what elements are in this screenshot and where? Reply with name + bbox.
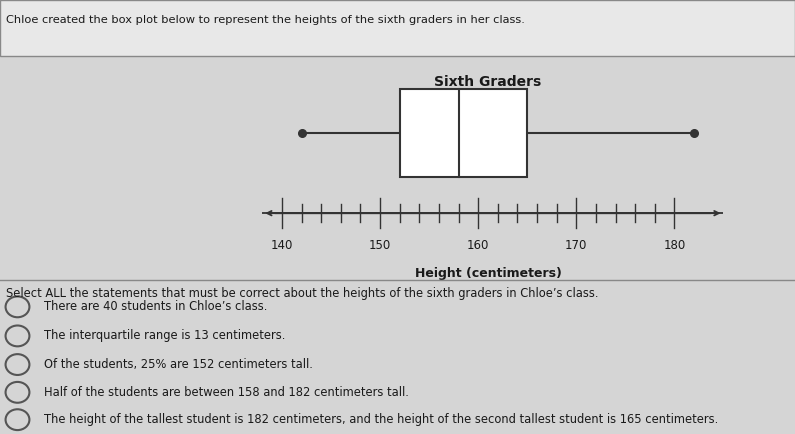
Text: Select ALL the statements that must be correct about the heights of the sixth gr: Select ALL the statements that must be c…: [6, 287, 599, 300]
Text: Of the students, 25% are 152 centimeters tall.: Of the students, 25% are 152 centimeters…: [44, 358, 312, 371]
Text: The interquartile range is 13 centimeters.: The interquartile range is 13 centimeter…: [44, 329, 285, 342]
Text: 140: 140: [271, 239, 293, 252]
Text: There are 40 students in Chloe’s class.: There are 40 students in Chloe’s class.: [44, 300, 267, 313]
Text: The height of the tallest student is 182 centimeters, and the height of the seco: The height of the tallest student is 182…: [44, 413, 718, 426]
Text: 180: 180: [663, 239, 685, 252]
Text: Half of the students are between 158 and 182 centimeters tall.: Half of the students are between 158 and…: [44, 386, 409, 399]
Text: Chloe created the box plot below to represent the heights of the sixth graders i: Chloe created the box plot below to repr…: [6, 14, 525, 25]
Text: Sixth Graders: Sixth Graders: [434, 76, 541, 89]
Text: 160: 160: [467, 239, 490, 252]
Text: 150: 150: [369, 239, 391, 252]
Text: 170: 170: [565, 239, 588, 252]
Bar: [400, 89, 527, 177]
Text: Height (centimeters): Height (centimeters): [414, 267, 561, 280]
